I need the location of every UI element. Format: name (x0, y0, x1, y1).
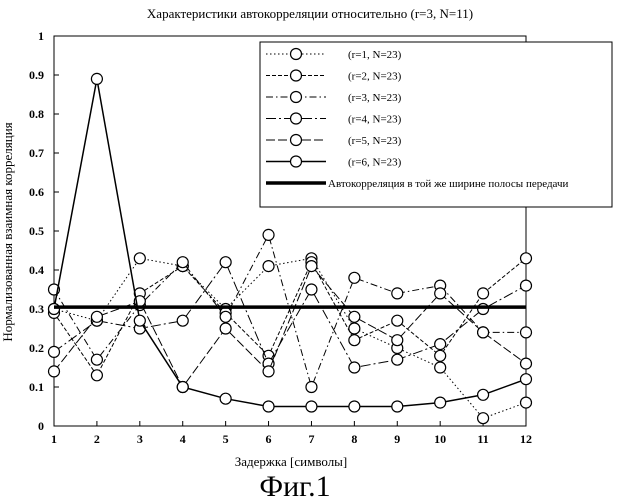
data-point (134, 315, 145, 326)
data-point (306, 382, 317, 393)
x-tick-label: 5 (223, 432, 229, 446)
x-tick-label: 3 (137, 432, 143, 446)
data-point (220, 311, 231, 322)
y-tick-label: 0.9 (29, 68, 44, 82)
data-point (392, 315, 403, 326)
data-point (349, 272, 360, 283)
data-point (349, 335, 360, 346)
data-point (91, 73, 102, 84)
data-point (177, 315, 188, 326)
y-tick-label: 0.2 (29, 341, 44, 355)
data-point (177, 257, 188, 268)
series-line-3 (54, 235, 526, 387)
legend-marker (291, 135, 302, 146)
data-point (478, 389, 489, 400)
data-point (478, 288, 489, 299)
data-point (521, 374, 532, 385)
x-tick-label: 2 (94, 432, 100, 446)
data-point (435, 339, 446, 350)
figure-caption: Фиг.1 (259, 470, 330, 500)
legend-marker (291, 49, 302, 60)
x-tick-label: 9 (394, 432, 400, 446)
legend-entry: (r=2, N=23) (348, 71, 402, 83)
legend-entry: (r=4, N=23) (348, 114, 402, 126)
legend-marker (291, 156, 302, 167)
data-point (521, 358, 532, 369)
y-tick-label: 0.3 (29, 302, 44, 316)
y-tick-label: 1 (38, 29, 44, 43)
data-point (220, 257, 231, 268)
data-point (306, 401, 317, 412)
data-point (392, 335, 403, 346)
data-point (134, 253, 145, 264)
data-point (392, 401, 403, 412)
data-point (91, 354, 102, 365)
data-point (220, 393, 231, 404)
data-point (478, 413, 489, 424)
y-tick-label: 0.1 (29, 380, 44, 394)
legend-entry: (r=6, N=23) (348, 157, 402, 169)
x-tick-label: 10 (434, 432, 446, 446)
x-tick-label: 7 (308, 432, 314, 446)
data-point (521, 397, 532, 408)
chart-title: Характеристики автокорреляции относитель… (147, 6, 473, 21)
legend-entry: (r=5, N=23) (348, 135, 402, 147)
x-tick-label: 6 (266, 432, 272, 446)
plot-area: 00.10.20.30.40.50.60.70.80.9112345678910… (29, 29, 612, 446)
data-point (349, 323, 360, 334)
series-line-4 (54, 262, 526, 367)
y-axis-label: Нормализованная взаимная корреляция (0, 122, 15, 341)
legend-entry: (r=1, N=23) (348, 49, 402, 61)
y-tick-label: 0.8 (29, 107, 44, 121)
data-point (478, 304, 489, 315)
data-point (220, 323, 231, 334)
x-tick-label: 1 (51, 432, 57, 446)
y-tick-label: 0.6 (29, 185, 44, 199)
data-point (177, 382, 188, 393)
data-point (392, 354, 403, 365)
data-point (306, 284, 317, 295)
y-tick-label: 0.5 (29, 224, 44, 238)
data-point (521, 253, 532, 264)
data-point (306, 261, 317, 272)
data-point (349, 362, 360, 373)
data-point (435, 397, 446, 408)
data-point (392, 288, 403, 299)
series-line-1 (54, 258, 526, 418)
data-point (263, 229, 274, 240)
data-point (435, 288, 446, 299)
data-point (49, 346, 60, 357)
x-tick-label: 11 (477, 432, 488, 446)
data-point (91, 370, 102, 381)
legend-entry: Автокорреляция в той же ширине полосы пе… (328, 178, 569, 190)
data-point (349, 401, 360, 412)
legend-marker (291, 70, 302, 81)
y-tick-label: 0.7 (29, 146, 44, 160)
data-point (435, 362, 446, 373)
y-tick-label: 0 (38, 419, 44, 433)
x-tick-label: 12 (520, 432, 532, 446)
legend-marker (291, 113, 302, 124)
data-point (435, 350, 446, 361)
series-line-2 (54, 258, 526, 375)
data-point (349, 311, 360, 322)
data-point (263, 261, 274, 272)
legend-marker (291, 92, 302, 103)
x-tick-label: 4 (180, 432, 186, 446)
data-point (521, 327, 532, 338)
data-point (263, 401, 274, 412)
data-point (49, 366, 60, 377)
data-point (91, 311, 102, 322)
data-point (521, 280, 532, 291)
x-axis-label: Задержка [символы] (235, 454, 348, 469)
legend-entry: (r=3, N=23) (348, 92, 402, 104)
data-point (263, 366, 274, 377)
data-point (478, 327, 489, 338)
data-point (49, 304, 60, 315)
y-tick-label: 0.4 (29, 263, 44, 277)
x-tick-label: 8 (351, 432, 357, 446)
